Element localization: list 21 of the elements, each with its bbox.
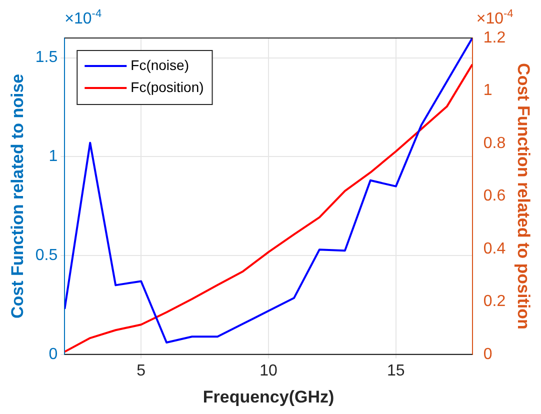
y2-tick-label: 0.6 — [483, 188, 506, 205]
y2-tick-label: 0.4 — [483, 240, 506, 258]
legend-label: Fc(position) — [130, 78, 204, 95]
y-axis-title: Cost Function related to noise — [8, 74, 27, 319]
y2-tick-label: 0 — [483, 346, 492, 363]
x-axis-title: Frequency(GHz) — [202, 387, 334, 406]
text: ×10$^{-4}$ — [64, 8, 102, 28]
y-tick-label: 0.5 — [35, 246, 58, 264]
y2-axis-title: Cost Function related to position — [514, 63, 534, 330]
x-tick-label: 15 — [387, 362, 405, 380]
y-tick-label: 1 — [48, 148, 58, 166]
y-tick-label: 1.5 — [35, 49, 58, 66]
x-tick-label: 5 — [136, 362, 146, 380]
y2-tick-label: 1.2 — [483, 29, 506, 46]
text: ×10$^{-4}$ — [476, 8, 514, 28]
legend-label: Fc(noise) — [130, 56, 189, 73]
y-tick-label: 0 — [48, 346, 58, 363]
y2-tick-label: 0.2 — [483, 293, 506, 310]
y2-tick-label: 0.8 — [483, 134, 506, 152]
y2-tick-label: 1 — [483, 82, 492, 100]
x-tick-label: 10 — [260, 362, 278, 380]
